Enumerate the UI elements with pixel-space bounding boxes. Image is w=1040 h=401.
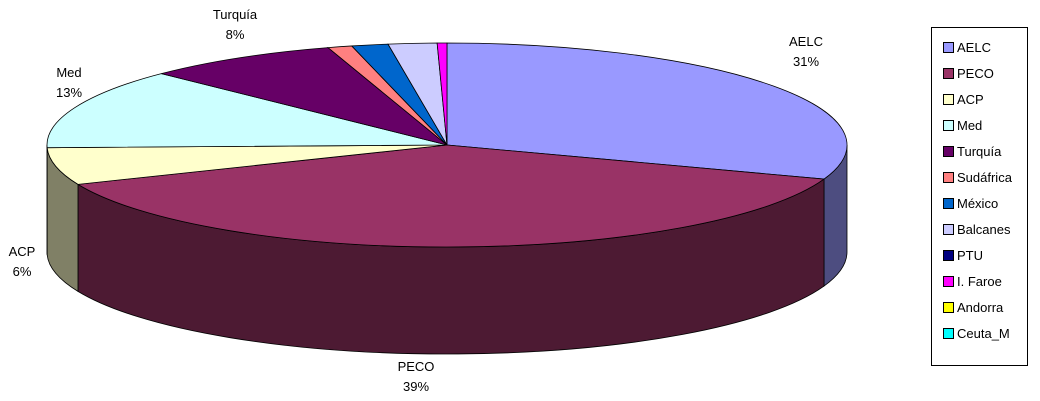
data-label-name-acp: ACP xyxy=(9,244,36,259)
legend-label-aelc: AELC xyxy=(957,39,991,55)
legend-label-ptu: PTU xyxy=(957,247,983,263)
pie-slice-acp xyxy=(46,144,448,185)
legend-label-andorra: Andorra xyxy=(957,299,1004,315)
legend-swatch-balcanes xyxy=(943,223,954,235)
data-label-percent-med: 13% xyxy=(56,85,82,100)
legend-label-turqu-a: Turquía xyxy=(957,143,1002,159)
pie-slice-i-faroe xyxy=(436,42,448,146)
legend-label-i-faroe: I. Faroe xyxy=(957,273,1002,289)
legend-label-m-xico: México xyxy=(957,195,999,211)
legend-label-sud-frica: Sudáfrica xyxy=(957,169,1012,185)
legend-swatch-sud-frica xyxy=(943,171,954,183)
legend-label-ceuta-m: Ceuta_M xyxy=(957,325,1010,341)
legend-swatch-i-faroe xyxy=(943,275,954,287)
legend-swatch-med xyxy=(943,119,954,131)
legend-item-ceuta-m: Ceuta_M xyxy=(932,320,1027,346)
legend-swatch-turqu-a xyxy=(943,145,954,157)
legend-item-balcanes: Balcanes xyxy=(932,216,1027,242)
data-labels: AELC 31% PECO 39% ACP 6% Med 13% Turquía 8% xyxy=(9,7,823,394)
legend-item-acp: ACP xyxy=(932,86,1027,112)
legend-item-m-xico: México xyxy=(932,190,1027,216)
legend-label-acp: ACP xyxy=(957,91,984,107)
legend-swatch-acp xyxy=(943,93,954,105)
pie-slice-aelc xyxy=(446,42,848,180)
pie-slice-med xyxy=(46,73,448,149)
legend-swatch-peco xyxy=(943,67,954,79)
data-label-name-aelc: AELC xyxy=(789,34,823,49)
legend-swatch-ceuta-m xyxy=(943,327,954,339)
data-label-name-peco: PECO xyxy=(398,359,435,374)
pie-side-walls xyxy=(46,144,848,355)
legend-swatch-m-xico xyxy=(943,197,954,209)
legend-item-med: Med xyxy=(932,112,1027,138)
data-label-percent-turqu-a: 8% xyxy=(226,27,245,42)
legend: AELC PECO ACP Med Turquía Sudáfrica México Balc… xyxy=(931,27,1028,366)
legend-item-ptu: PTU xyxy=(932,242,1027,268)
legend-swatch-andorra xyxy=(943,301,954,313)
legend-item-turqu-a: Turquía xyxy=(932,138,1027,164)
legend-swatch-aelc xyxy=(943,41,954,53)
legend-item-i-faroe: I. Faroe xyxy=(932,268,1027,294)
pie-slice-peco xyxy=(76,144,826,248)
legend-item-andorra: Andorra xyxy=(932,294,1027,320)
legend-label-med: Med xyxy=(957,117,983,133)
pie-top xyxy=(46,42,848,248)
data-label-percent-acp: 6% xyxy=(13,264,32,279)
legend-item-aelc: AELC xyxy=(932,34,1027,60)
legend-label-peco: PECO xyxy=(957,65,994,81)
pie-slice-turqu-a xyxy=(161,47,448,146)
data-label-name-turqu-a: Turquía xyxy=(213,7,258,22)
legend-item-peco: PECO xyxy=(932,60,1027,86)
data-label-name-med: Med xyxy=(56,65,81,80)
data-label-percent-aelc: 31% xyxy=(793,54,819,69)
legend-swatch-ptu xyxy=(943,249,954,261)
data-label-percent-peco: 39% xyxy=(403,379,429,394)
legend-label-balcanes: Balcanes xyxy=(957,221,1011,237)
legend-item-sud-frica: Sudáfrica xyxy=(932,164,1027,190)
